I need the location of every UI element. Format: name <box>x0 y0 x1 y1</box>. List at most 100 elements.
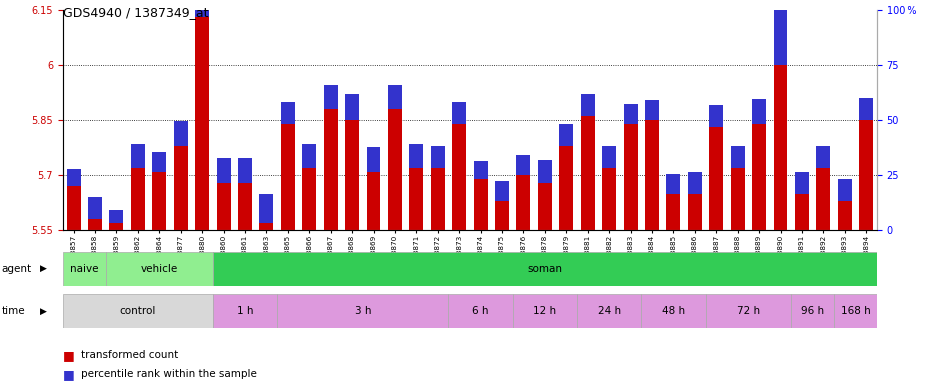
Bar <box>495 181 509 201</box>
Bar <box>752 124 766 230</box>
Bar <box>602 146 616 168</box>
Bar <box>63 294 213 328</box>
Bar <box>581 94 595 116</box>
Bar <box>63 252 105 286</box>
Bar <box>153 172 166 230</box>
Bar <box>623 104 637 124</box>
Bar <box>602 168 616 230</box>
Bar <box>666 194 681 230</box>
Bar <box>688 172 702 194</box>
Bar <box>431 168 445 230</box>
Text: percentile rank within the sample: percentile rank within the sample <box>81 369 257 379</box>
Bar <box>238 158 252 182</box>
Bar <box>195 17 209 230</box>
Text: agent: agent <box>2 264 32 274</box>
Bar <box>538 182 552 230</box>
Bar <box>838 201 852 230</box>
Bar <box>516 155 530 175</box>
Bar <box>709 127 723 230</box>
Text: 12 h: 12 h <box>534 306 557 316</box>
Bar <box>474 161 487 179</box>
Bar <box>388 85 401 109</box>
Bar <box>731 168 745 230</box>
Bar <box>773 0 787 65</box>
Bar <box>641 294 706 328</box>
Bar <box>281 102 295 124</box>
Bar <box>195 0 209 17</box>
Bar <box>859 120 873 230</box>
Text: 24 h: 24 h <box>598 306 621 316</box>
Text: 48 h: 48 h <box>661 306 684 316</box>
Text: transformed count: transformed count <box>81 350 179 360</box>
Bar <box>560 146 574 230</box>
Bar <box>452 124 466 230</box>
Bar <box>706 294 791 328</box>
Bar <box>174 121 188 146</box>
Bar <box>623 124 637 230</box>
Text: 72 h: 72 h <box>737 306 760 316</box>
Bar <box>752 99 766 124</box>
Bar <box>109 210 123 223</box>
Bar <box>452 102 466 124</box>
Bar <box>278 294 449 328</box>
Bar <box>88 219 102 230</box>
Bar <box>302 144 316 168</box>
Bar <box>388 109 401 230</box>
Bar <box>109 223 123 230</box>
Text: naive: naive <box>70 264 99 274</box>
Bar <box>302 168 316 230</box>
Bar <box>259 223 274 230</box>
Bar <box>153 152 166 172</box>
Text: soman: soman <box>527 264 562 274</box>
Bar <box>131 168 145 230</box>
Bar <box>88 197 102 219</box>
Bar <box>645 120 659 230</box>
Bar <box>213 252 877 286</box>
Bar <box>817 168 831 230</box>
Bar <box>259 194 274 223</box>
Bar <box>105 252 213 286</box>
Bar <box>859 98 873 120</box>
Bar <box>688 194 702 230</box>
Text: 168 h: 168 h <box>841 306 870 316</box>
Bar <box>474 179 487 230</box>
Text: vehicle: vehicle <box>141 264 178 274</box>
Text: 96 h: 96 h <box>801 306 824 316</box>
Bar <box>449 294 512 328</box>
Bar <box>731 146 745 168</box>
Bar <box>834 294 877 328</box>
Text: 3 h: 3 h <box>354 306 371 316</box>
Bar <box>410 144 424 168</box>
Bar <box>216 182 230 230</box>
Bar <box>581 116 595 230</box>
Bar <box>560 124 574 146</box>
Bar <box>645 100 659 120</box>
Bar <box>516 175 530 230</box>
Bar <box>838 179 852 201</box>
Bar <box>410 168 424 230</box>
Bar <box>773 65 787 230</box>
Bar <box>538 161 552 182</box>
Text: time: time <box>2 306 26 316</box>
Text: ▶: ▶ <box>40 264 46 273</box>
Text: 6 h: 6 h <box>473 306 488 316</box>
Bar <box>795 172 808 194</box>
Bar <box>67 169 80 186</box>
Bar <box>345 94 359 120</box>
Bar <box>366 147 380 172</box>
Text: ■: ■ <box>63 349 75 362</box>
Bar <box>324 85 338 109</box>
Bar <box>709 105 723 127</box>
Bar <box>238 182 252 230</box>
Bar <box>67 186 80 230</box>
Bar <box>174 146 188 230</box>
Bar <box>817 146 831 168</box>
Bar <box>216 158 230 182</box>
Bar <box>512 294 577 328</box>
Bar <box>791 294 834 328</box>
Bar <box>324 109 338 230</box>
Bar <box>366 172 380 230</box>
Text: GDS4940 / 1387349_at: GDS4940 / 1387349_at <box>63 6 208 19</box>
Text: ■: ■ <box>63 368 75 381</box>
Bar <box>795 194 808 230</box>
